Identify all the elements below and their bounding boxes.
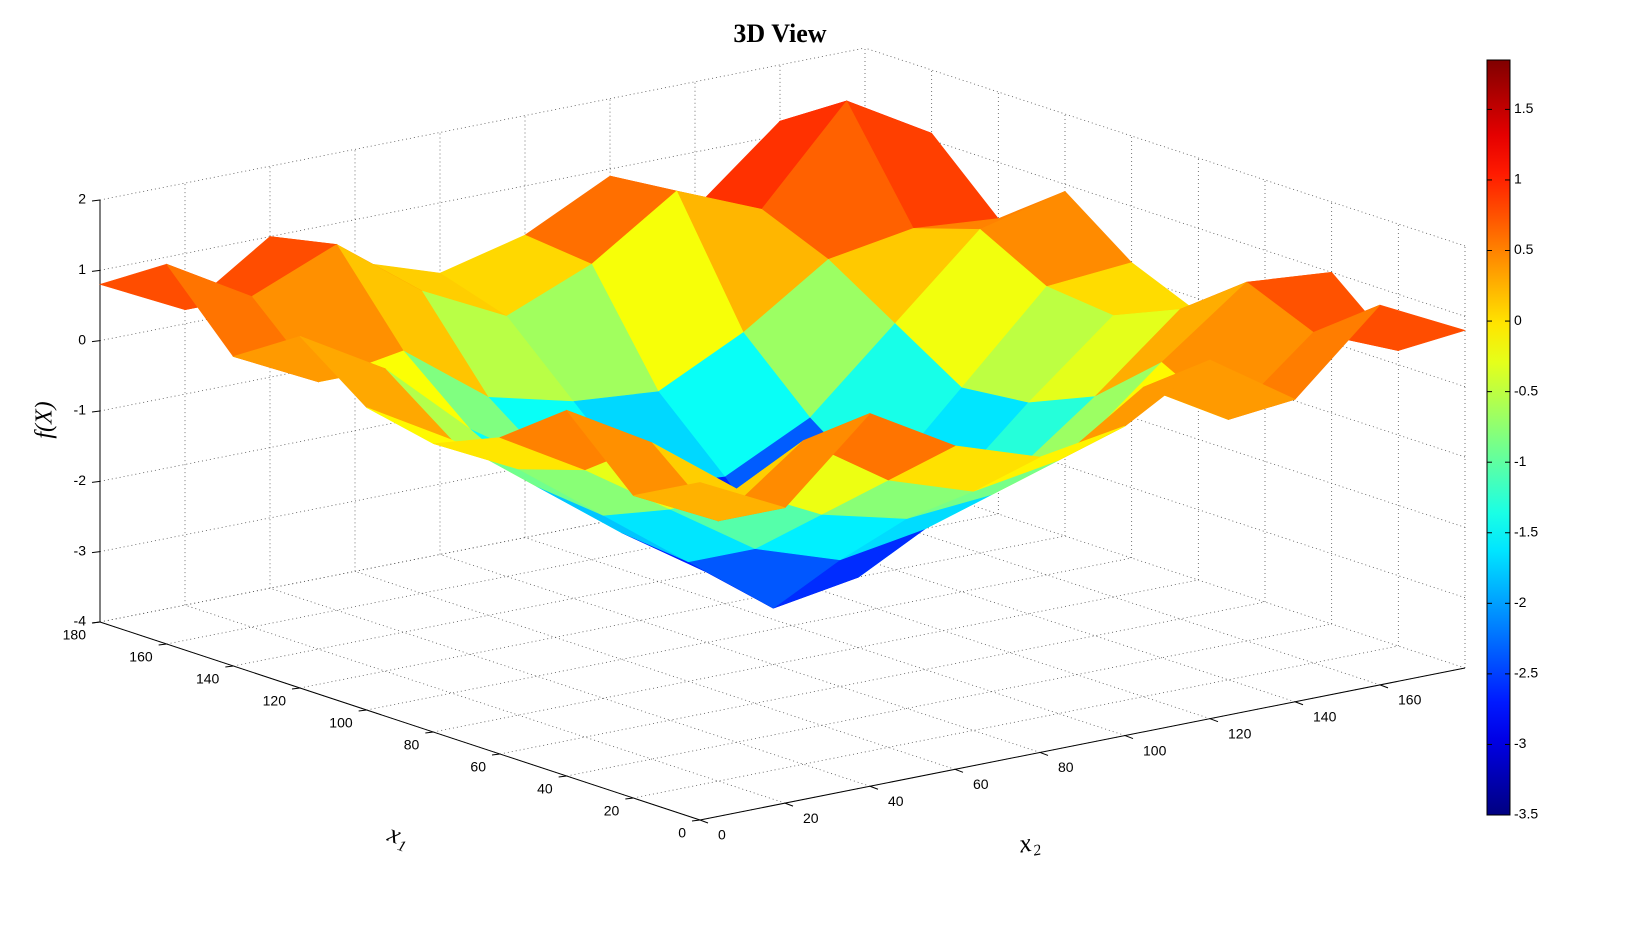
tick-mark (1294, 701, 1304, 706)
colorbar-tick-label: -1.5 (1514, 523, 1538, 539)
z-axis-label: f(X) (32, 401, 58, 438)
x2-axis-label: x₂ (1016, 826, 1042, 858)
chart-title: 3D View (733, 19, 826, 48)
z-tick-label: 1 (78, 261, 86, 277)
x2-tick-label: 140 (1313, 708, 1337, 724)
z-tick-label: -1 (74, 402, 87, 418)
z-tick-label: 0 (78, 331, 86, 347)
tick-mark (91, 410, 101, 413)
tick-mark (954, 768, 964, 773)
colorbar-tick-label: -3 (1514, 735, 1527, 751)
surface (98, 100, 1467, 609)
tick-mark (225, 665, 234, 668)
x2-tick-label: 160 (1398, 692, 1422, 708)
colorbar-tick-label: -0.5 (1514, 382, 1538, 398)
x2-tick-label: 80 (1058, 759, 1074, 775)
tick-mark (291, 687, 301, 690)
colorbar (1486, 59, 1511, 816)
colorbar-tick-label: -2 (1514, 594, 1527, 610)
z-tick-label: -4 (74, 613, 87, 629)
colorbar-tick-label: 1 (1514, 171, 1522, 187)
x2-tick-label: 0 (718, 827, 726, 843)
z-tick-label: 2 (78, 191, 86, 207)
x1-tick-label: 160 (129, 649, 153, 665)
tick-mark (91, 199, 101, 202)
x2-tick-label: 100 (1143, 742, 1167, 758)
x1-tick-label: 140 (196, 671, 220, 687)
tick-mark (784, 802, 794, 807)
tick-mark (425, 731, 434, 734)
tick-mark (91, 480, 101, 483)
surface-cell (633, 482, 786, 522)
tick-mark (1039, 751, 1049, 756)
z-tick-label: -2 (74, 472, 87, 488)
tick-mark (91, 340, 101, 343)
tick-mark (1379, 684, 1389, 689)
tick-mark (691, 819, 701, 822)
tick-mark (869, 785, 879, 790)
tick-mark (1209, 718, 1219, 723)
tick-mark (358, 709, 367, 712)
x1-tick-label: 80 (404, 737, 420, 753)
x1-tick-label: 60 (470, 759, 486, 775)
x1-tick-label: 120 (263, 693, 287, 709)
x2-tick-label: 40 (888, 793, 904, 809)
colorbar-tick-label: -3.5 (1514, 806, 1538, 822)
tick-mark (91, 269, 101, 272)
x2-tick-label: 120 (1228, 725, 1252, 741)
x1-tick-label: 180 (63, 627, 87, 643)
tick-mark (699, 819, 709, 824)
axis-line (699, 667, 1466, 821)
tick-mark (625, 797, 634, 800)
x1-tick-label: 100 (329, 715, 353, 731)
x2-tick-label: 20 (803, 810, 819, 826)
tick-mark (1124, 735, 1134, 740)
z-tick-label: -3 (74, 542, 87, 558)
colorbar-tick-label: 0 (1514, 312, 1522, 328)
colorbar-tick-label: -2.5 (1514, 665, 1538, 681)
x1-tick-label: 40 (537, 781, 553, 797)
x1-tick-label: 20 (604, 803, 620, 819)
colorbar-tick-label: -1 (1514, 453, 1527, 469)
tick-mark (491, 753, 501, 756)
tick-mark (91, 551, 101, 554)
x2-tick-label: 60 (973, 776, 989, 792)
colorbar-tick-label: 1.5 (1514, 100, 1534, 116)
axis-line (99, 621, 701, 821)
tick-mark (158, 643, 167, 646)
colorbar-tick-label: 0.5 (1514, 241, 1534, 257)
tick-mark (558, 775, 567, 778)
x1-tick-label: 0 (678, 825, 686, 841)
tick-mark (91, 621, 101, 624)
